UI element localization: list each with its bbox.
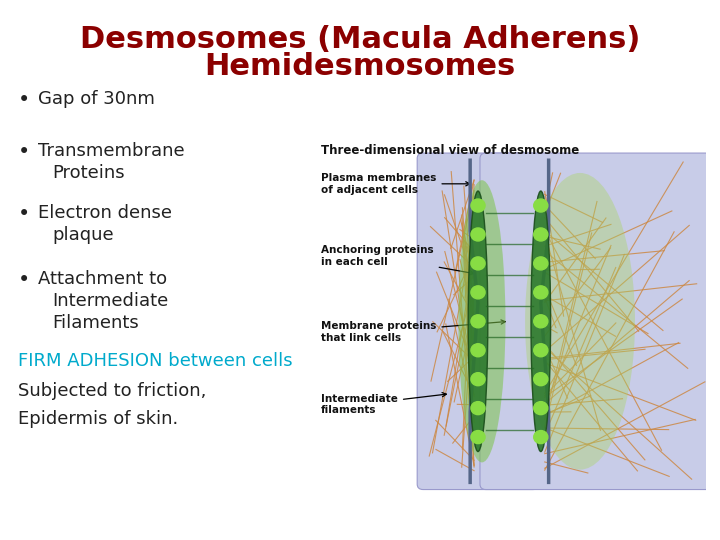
Circle shape [534,286,548,299]
Text: Attachment to: Attachment to [38,270,167,288]
Circle shape [534,257,548,270]
Circle shape [534,228,548,241]
Text: Subjected to friction,: Subjected to friction, [18,382,207,400]
Text: Plasma membranes
of adjacent cells: Plasma membranes of adjacent cells [321,173,470,194]
Text: Intermediate: Intermediate [52,292,168,310]
Text: Proteins: Proteins [52,164,125,182]
Text: Desmosomes (Macula Adherens): Desmosomes (Macula Adherens) [80,25,640,54]
Text: Anchoring proteins
in each cell: Anchoring proteins in each cell [321,245,474,275]
FancyBboxPatch shape [480,153,711,490]
Circle shape [471,257,485,270]
Circle shape [534,402,548,415]
Circle shape [471,315,485,328]
Ellipse shape [459,180,505,462]
Circle shape [471,373,485,386]
Text: •: • [18,204,30,224]
Ellipse shape [531,191,551,451]
Text: Filaments: Filaments [52,314,139,332]
Circle shape [471,286,485,299]
Text: Transmembrane: Transmembrane [38,142,184,160]
Circle shape [534,373,548,386]
Text: •: • [18,90,30,110]
Ellipse shape [468,191,488,451]
Circle shape [471,430,485,443]
Text: Hemidesmosomes: Hemidesmosomes [204,52,516,81]
Text: Intermediate
filaments: Intermediate filaments [321,393,446,415]
Text: •: • [18,270,30,290]
Text: Membrane proteins
that link cells: Membrane proteins that link cells [321,320,505,343]
Text: Three-dimensional view of desmosome: Three-dimensional view of desmosome [321,144,580,157]
Text: Electron dense: Electron dense [38,204,172,222]
Ellipse shape [525,173,635,470]
Text: Epidermis of skin.: Epidermis of skin. [18,410,179,428]
Circle shape [534,430,548,443]
Circle shape [471,228,485,241]
Text: Gap of 30nm: Gap of 30nm [38,90,155,108]
Circle shape [471,199,485,212]
Text: FIRM ADHESION between cells: FIRM ADHESION between cells [18,352,292,370]
Circle shape [534,315,548,328]
Circle shape [534,199,548,212]
Circle shape [471,402,485,415]
Circle shape [534,344,548,357]
Circle shape [471,344,485,357]
Text: •: • [18,142,30,162]
Text: plaque: plaque [52,226,114,244]
FancyBboxPatch shape [417,153,539,490]
